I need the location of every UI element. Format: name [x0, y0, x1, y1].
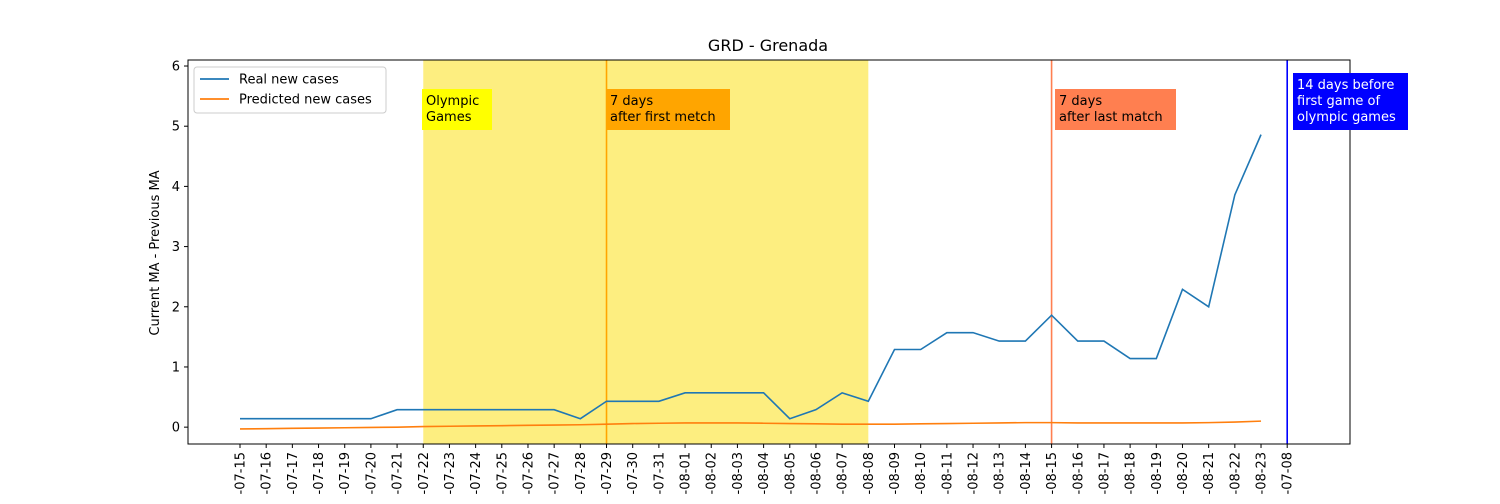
x-tick-label: -08-15	[1045, 452, 1060, 494]
x-tick-label: -07-24	[469, 452, 484, 494]
y-tick-label: 4	[172, 180, 180, 195]
x-tick-label: -07-21	[391, 452, 406, 494]
x-tick-label: -07-31	[652, 452, 667, 494]
annotation-text-before: olympic games	[1297, 110, 1396, 125]
annotation-text-first: 7 days	[610, 94, 653, 109]
x-tick-label: -08-21	[1202, 452, 1217, 494]
x-tick-label: -07-17	[286, 452, 301, 494]
y-tick-label: 6	[172, 60, 180, 75]
annotation-box-before	[1293, 73, 1408, 130]
annotation-text-olympic: Games	[426, 110, 472, 125]
x-tick-label: -08-16	[1071, 452, 1086, 494]
chart-title: GRD - Grenada	[708, 36, 828, 55]
x-tick-label: -07-26	[521, 452, 536, 494]
x-tick-label: -08-03	[731, 452, 746, 494]
x-tick-label: -08-06	[809, 452, 824, 494]
legend-label: Predicted new cases	[239, 93, 372, 108]
x-tick-label: -08-05	[783, 452, 798, 494]
x-tick-label: -08-04	[757, 452, 772, 494]
axes-frame	[187, 59, 1351, 445]
x-tick-label: -08-19	[1150, 452, 1165, 494]
x-tick-label: -08-20	[1176, 452, 1191, 494]
x-tick-label: -08-18	[1124, 452, 1139, 494]
x-tick-label: -08-11	[940, 452, 955, 494]
x-tick-label: -07-15	[234, 452, 249, 494]
x-tick-label: -08-22	[1228, 452, 1243, 494]
x-tick-label: -08-23	[1255, 452, 1270, 494]
x-tick-label: -08-08	[862, 452, 877, 494]
x-tick-label: -08-07	[836, 452, 851, 494]
x-tick-label: -08-14	[1019, 452, 1034, 494]
annotation-text-olympic: Olympic	[426, 94, 479, 109]
x-tick-label: -07-19	[338, 452, 353, 494]
x-tick-label: -08-17	[1097, 452, 1112, 494]
annotation-box-olympic	[422, 89, 492, 130]
legend-frame	[193, 66, 387, 114]
x-tick-label: -07-29	[600, 452, 615, 494]
x-tick-label: -08-13	[993, 452, 1008, 494]
x-tick-label: -07-20	[364, 452, 379, 494]
plot-area: 0 1 2 3 4 5 6 -07-15 -07-16 -07-17 -07-18 -07-19 -07…	[172, 59, 1408, 494]
x-tick-label: -08-10	[914, 452, 929, 494]
x-tick-label: -07-30	[626, 452, 641, 494]
x-tick-label: -07-08	[1281, 452, 1296, 494]
y-tick-label: 1	[172, 360, 180, 375]
y-tick-label: 5	[172, 120, 180, 135]
annotation-text-last: after last match	[1059, 110, 1163, 125]
x-tick-label: -07-22	[417, 452, 432, 494]
legend: Real new cases Predicted new cases	[193, 66, 387, 114]
annotation-text-before: first game of	[1297, 94, 1381, 109]
x-tick-label: -07-23	[443, 452, 458, 494]
annotation-box-first	[606, 89, 730, 130]
x-tick-label: -08-01	[679, 452, 694, 494]
x-tick-label: -07-28	[574, 452, 589, 494]
y-axis-label: Current MA - Previous MA	[148, 170, 163, 335]
x-tick-label: -07-16	[260, 452, 275, 494]
x-tick-label: -07-18	[312, 452, 327, 494]
y-tick-label: 2	[172, 300, 180, 315]
annotation-text-before: 14 days before	[1297, 78, 1394, 93]
x-tick-label: -07-25	[495, 452, 510, 494]
legend-label: Real new cases	[239, 73, 339, 88]
y-tick-label: 0	[172, 421, 180, 436]
series-line-predicted	[239, 420, 1262, 430]
x-tick-label: -07-27	[548, 452, 563, 494]
annotation-text-first: after first metch	[610, 110, 716, 125]
y-tick-label: 3	[172, 240, 180, 255]
x-tick-label: -08-12	[967, 452, 982, 494]
x-tick-label: -08-09	[888, 452, 903, 494]
x-tick-label: -08-02	[705, 452, 720, 494]
series-line-real	[240, 134, 1262, 420]
annotation-box-last	[1055, 89, 1176, 130]
annotation-text-last: 7 days	[1059, 94, 1102, 109]
